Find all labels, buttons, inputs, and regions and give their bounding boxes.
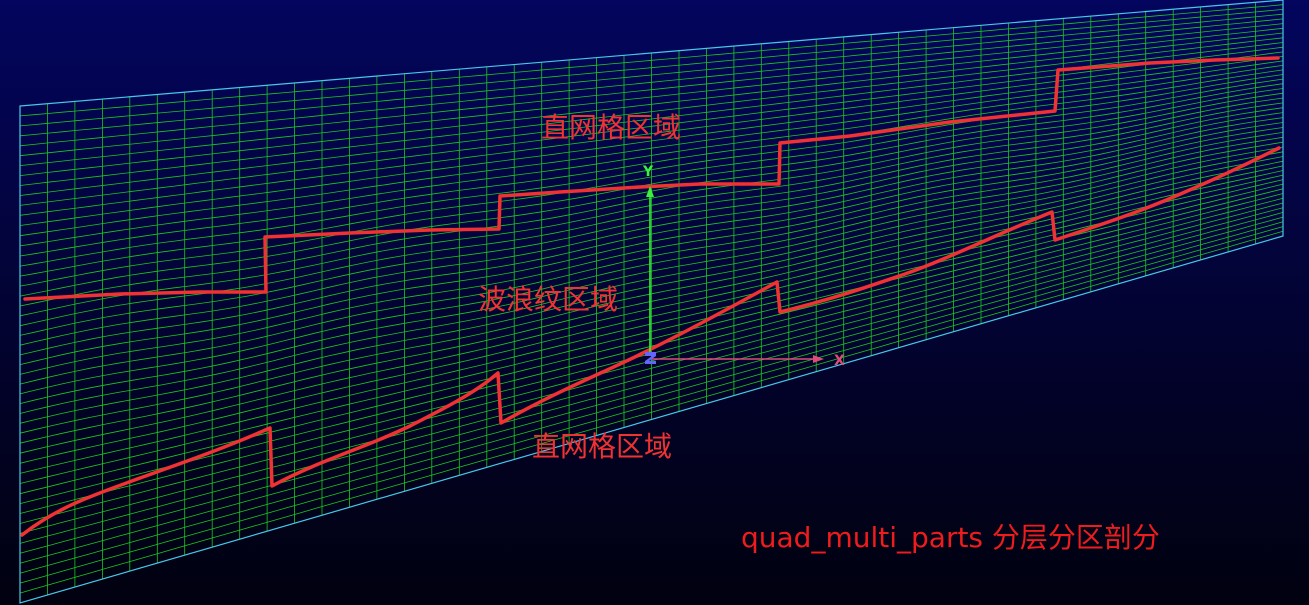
quad-mesh-grid bbox=[19, 2, 1284, 595]
y-axis-label: Y bbox=[642, 164, 654, 180]
mesh-line-horizontal bbox=[19, 216, 1284, 564]
mesh-boundary bbox=[19, 0, 1284, 604]
mesh-line-horizontal bbox=[19, 112, 1284, 346]
mesh-line-horizontal bbox=[19, 122, 1284, 365]
mesh-line-horizontal bbox=[19, 107, 1284, 336]
mesh-line-horizontal bbox=[19, 92, 1284, 307]
mesh-line-horizontal bbox=[19, 151, 1284, 424]
mesh-line-horizontal bbox=[19, 202, 1284, 534]
mesh-line-horizontal bbox=[19, 4, 1284, 117]
mesh-line-horizontal bbox=[19, 170, 1284, 464]
z-axis-marker bbox=[645, 352, 656, 364]
mesh-line-horizontal bbox=[19, 188, 1284, 504]
mesh-line-horizontal bbox=[19, 212, 1284, 554]
mesh-line-horizontal bbox=[19, 197, 1284, 524]
top-straight-mesh-region-label: 直网格区域 bbox=[541, 111, 682, 144]
axis-triad: Y X bbox=[642, 164, 845, 369]
mesh-line-horizontal bbox=[19, 156, 1284, 434]
mesh-line-horizontal bbox=[19, 9, 1284, 127]
wave-region-label: 波浪纹区域 bbox=[478, 283, 619, 316]
x-axis-label: X bbox=[834, 353, 845, 369]
mesh-line-horizontal bbox=[19, 146, 1284, 414]
mesh-line-horizontal bbox=[19, 226, 1284, 584]
mesh-line-horizontal bbox=[19, 165, 1284, 454]
mesh-line-horizontal bbox=[19, 127, 1284, 375]
mesh-line-horizontal bbox=[19, 65, 1284, 247]
mesh-line-horizontal bbox=[19, 102, 1284, 327]
mesh-line-horizontal bbox=[19, 74, 1284, 267]
figure-caption: quad_multi_parts 分层分区剖分 bbox=[741, 521, 1160, 554]
x-axis-arrowhead bbox=[813, 355, 824, 363]
mesh-line-horizontal bbox=[19, 37, 1284, 186]
mesh-line-horizontal bbox=[19, 56, 1284, 226]
mesh-line-horizontal bbox=[19, 179, 1284, 484]
mesh-line-horizontal bbox=[19, 32, 1284, 176]
mesh-line-horizontal bbox=[19, 78, 1284, 277]
layer-boundary-top bbox=[23, 56, 1280, 301]
mesh-line-horizontal bbox=[19, 23, 1284, 157]
mesh-line-horizontal bbox=[19, 160, 1284, 444]
mesh-line-horizontal bbox=[19, 27, 1284, 166]
mesh-line-horizontal bbox=[19, 97, 1284, 317]
mesh-line-horizontal bbox=[19, 117, 1284, 356]
mesh-line-horizontal bbox=[19, 141, 1284, 404]
mesh-line-horizontal bbox=[19, 221, 1284, 574]
bottom-straight-mesh-region-label: 直网格区域 bbox=[532, 430, 673, 463]
mesh-line-horizontal bbox=[19, 69, 1284, 257]
mesh-line-horizontal bbox=[19, 174, 1284, 474]
mesh-line-horizontal bbox=[19, 136, 1284, 395]
mesh-line-horizontal bbox=[19, 83, 1284, 287]
mesh-line-horizontal bbox=[19, 230, 1284, 594]
mesh-line-horizontal bbox=[19, 132, 1284, 385]
mesh-line-horizontal bbox=[19, 46, 1284, 206]
mesh-line-horizontal bbox=[19, 207, 1284, 544]
mesh-line-horizontal bbox=[19, 13, 1284, 137]
mesh-line-horizontal bbox=[19, 60, 1284, 237]
y-axis-arrowhead bbox=[646, 186, 654, 197]
mesh-line-horizontal bbox=[19, 51, 1284, 216]
mesh-line-horizontal bbox=[19, 18, 1284, 147]
